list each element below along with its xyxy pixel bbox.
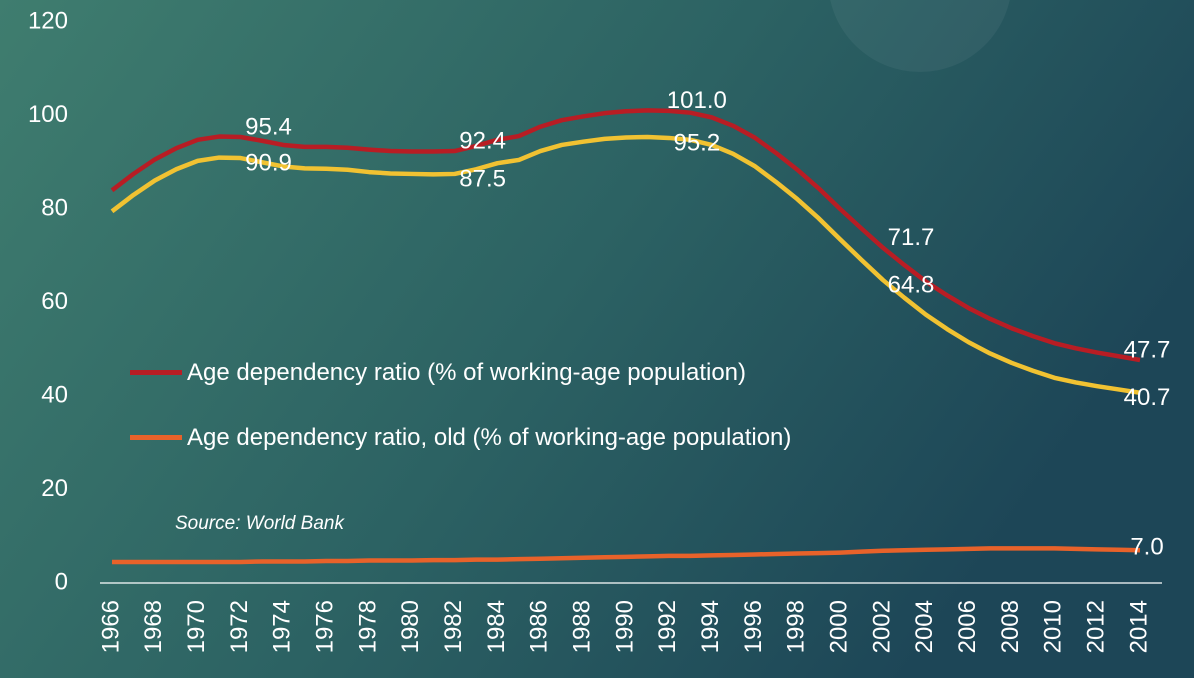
data-label: 40.7 [1124, 384, 1171, 411]
source: Source: World Bank [175, 513, 344, 534]
line [110, 134, 1141, 395]
x-tick-label: 1994 [697, 600, 724, 653]
x-tick-label: 2002 [868, 600, 895, 653]
x-tick-label: 1998 [783, 600, 810, 653]
x-tick-label: 1972 [226, 600, 253, 653]
data-label: 90.9 [245, 149, 292, 176]
y-tick-label: 100 [28, 101, 68, 128]
x-tick-label: 1988 [569, 600, 596, 653]
x-tick-label: 1974 [269, 600, 296, 653]
x-tick-label: 2010 [1040, 600, 1067, 653]
x-tick-label: 1992 [654, 600, 681, 653]
x-tick-label: 2008 [997, 600, 1024, 653]
x-tick-label: 1984 [483, 600, 510, 653]
y-tick-label: 40 [41, 381, 68, 408]
y-tick-label: 20 [41, 475, 68, 502]
legend: Age dependency ratio (% of working-age p… [130, 356, 827, 486]
legend-item: Age dependency ratio (% of working-age p… [130, 356, 827, 389]
line [110, 108, 1141, 363]
x-tick-label: 1970 [183, 600, 210, 653]
x-tick-label: 1968 [140, 600, 167, 653]
x-tick-label: 1996 [740, 600, 767, 653]
line [112, 546, 1141, 565]
x-tick-label: 2004 [911, 600, 938, 653]
x-tick-label: 1980 [397, 600, 424, 653]
data-label: 47.7 [1124, 336, 1171, 363]
legend-swatch [130, 435, 182, 440]
data-label: 64.8 [888, 271, 935, 298]
x-tick-label: 1982 [440, 600, 467, 653]
legend-label: Age dependency ratio, old (% of working-… [187, 424, 792, 451]
data-label: 95.2 [673, 129, 720, 156]
x-tick-label: 1966 [97, 600, 124, 653]
x-tick-label: 1986 [526, 600, 553, 653]
data-label: 87.5 [459, 165, 506, 192]
y-tick-label: 80 [41, 194, 68, 221]
y-tick-label: 120 [28, 7, 68, 34]
y-tick-label: 0 [55, 568, 68, 595]
legend-label: Age dependency ratio (% of working-age p… [187, 359, 747, 386]
x-tick-label: 1976 [312, 600, 339, 653]
x-tick-label: 2012 [1083, 600, 1110, 653]
legend-item: Age dependency ratio, old (% of working-… [130, 421, 827, 454]
data-label: 71.7 [888, 224, 935, 251]
y-tick-label: 60 [41, 288, 68, 315]
legend-swatch [130, 370, 182, 375]
data-label: 7.0 [1130, 534, 1163, 561]
data-label: 101.0 [667, 87, 727, 114]
data-label: 92.4 [459, 127, 506, 154]
decor-circle [830, 0, 1010, 72]
x-tick-label: 1990 [611, 600, 638, 653]
x-tick-label: 1978 [354, 600, 381, 653]
x-tick-label: 2014 [1125, 600, 1152, 653]
x-tick-label: 2000 [826, 600, 853, 653]
x-tick-label: 2006 [954, 600, 981, 653]
data-label: 95.4 [245, 113, 292, 140]
